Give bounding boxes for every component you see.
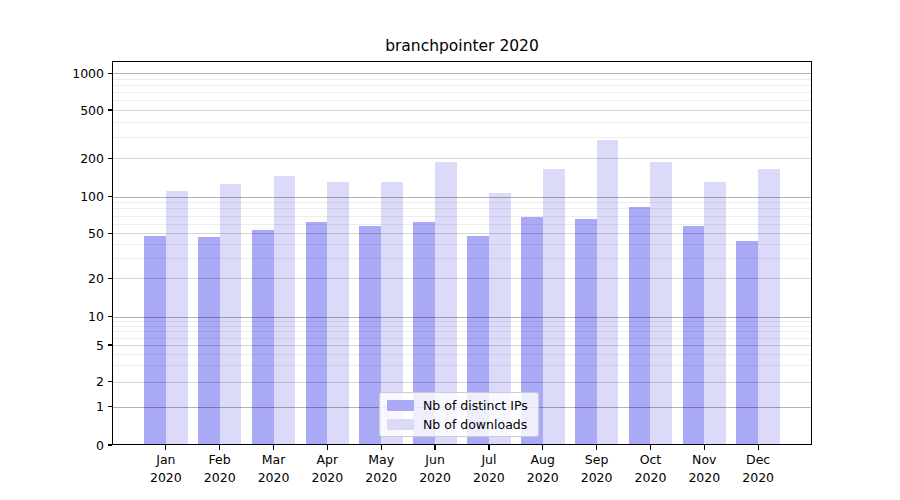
y-tick-mark	[108, 444, 113, 445]
gridline	[113, 382, 811, 383]
gridline-minor	[113, 85, 811, 86]
gridline-minor	[113, 258, 811, 259]
y-tick-label: 0	[30, 438, 104, 453]
gridline-minor	[113, 224, 811, 225]
x-tick-mark	[165, 445, 166, 450]
legend-label: Nb of distinct IPs	[423, 398, 528, 413]
x-tick-mark	[273, 445, 274, 450]
x-tick-mark	[758, 445, 759, 450]
bar-distinct-ips	[144, 236, 166, 445]
gridline-minor	[113, 100, 811, 101]
bar-downloads	[704, 182, 726, 445]
x-tick-mark	[596, 445, 597, 450]
y-tick-mark	[108, 344, 113, 345]
y-tick-label: 10	[30, 309, 104, 324]
y-tick-mark	[108, 73, 113, 74]
y-tick-mark	[108, 196, 113, 197]
legend-item-distinct-ips: Nb of distinct IPs	[387, 398, 528, 412]
y-tick-mark	[108, 316, 113, 317]
bar-downloads	[597, 140, 619, 445]
gridline-minor	[113, 338, 811, 339]
gridline	[113, 158, 811, 159]
legend: Nb of distinct IPs Nb of downloads	[379, 392, 539, 437]
x-tick-label: Dec2020	[726, 451, 790, 486]
y-tick-label: 200	[30, 151, 104, 166]
gridline-minor	[113, 354, 811, 355]
y-tick-label: 50	[30, 226, 104, 241]
bar-downloads	[543, 169, 565, 445]
y-tick-label: 2	[30, 374, 104, 389]
x-tick-mark	[542, 445, 543, 450]
gridline-minor	[113, 79, 811, 80]
bar-downloads	[650, 162, 672, 445]
gridline-minor	[113, 208, 811, 209]
gridline-minor	[113, 365, 811, 366]
legend-item-downloads: Nb of downloads	[387, 417, 528, 431]
y-tick-label: 5	[30, 338, 104, 353]
y-tick-label: 100	[30, 189, 104, 204]
gridline-major	[113, 73, 811, 74]
chart-figure: branchpointer 2020 0 1 2 5 10 20 50 100 200 500 10…	[0, 0, 900, 500]
y-tick-mark	[108, 381, 113, 382]
x-tick-mark	[327, 445, 328, 450]
gridline	[113, 110, 811, 111]
bar-distinct-ips	[736, 241, 758, 445]
y-tick-mark	[108, 233, 113, 234]
y-tick-label: 1000	[30, 66, 104, 81]
bar-downloads	[758, 169, 780, 445]
x-tick-mark	[704, 445, 705, 450]
bar-distinct-ips	[198, 237, 220, 445]
y-tick-label: 20	[30, 271, 104, 286]
y-tick-label: 1	[30, 399, 104, 414]
x-tick-mark	[434, 445, 435, 450]
chart-title: branchpointer 2020	[112, 37, 812, 56]
x-tick-mark	[488, 445, 489, 450]
y-tick-mark	[108, 278, 113, 279]
gridline-minor	[113, 137, 811, 138]
x-tick-mark	[381, 445, 382, 450]
gridline-minor	[113, 216, 811, 217]
y-tick-mark	[108, 406, 113, 407]
gridline	[113, 233, 811, 234]
gridline-minor	[113, 122, 811, 123]
bar-downloads	[327, 182, 349, 445]
gridline-minor	[113, 331, 811, 332]
gridline-minor	[113, 326, 811, 327]
bar-distinct-ips	[306, 222, 328, 445]
gridline-minor	[113, 202, 811, 203]
gridline	[113, 278, 811, 279]
gridline-minor	[113, 92, 811, 93]
gridline-minor	[113, 244, 811, 245]
y-tick-mark	[108, 109, 113, 110]
legend-swatch-downloads	[387, 419, 414, 430]
x-tick-mark	[219, 445, 220, 450]
gridline	[113, 345, 811, 346]
x-tick-mark	[650, 445, 651, 450]
legend-swatch-distinct-ips	[387, 400, 414, 411]
gridline-major	[113, 197, 811, 198]
y-tick-label: 500	[30, 103, 104, 118]
y-tick-mark	[108, 158, 113, 159]
legend-label: Nb of downloads	[423, 417, 527, 432]
gridline-major	[113, 317, 811, 318]
gridline-minor	[113, 321, 811, 322]
